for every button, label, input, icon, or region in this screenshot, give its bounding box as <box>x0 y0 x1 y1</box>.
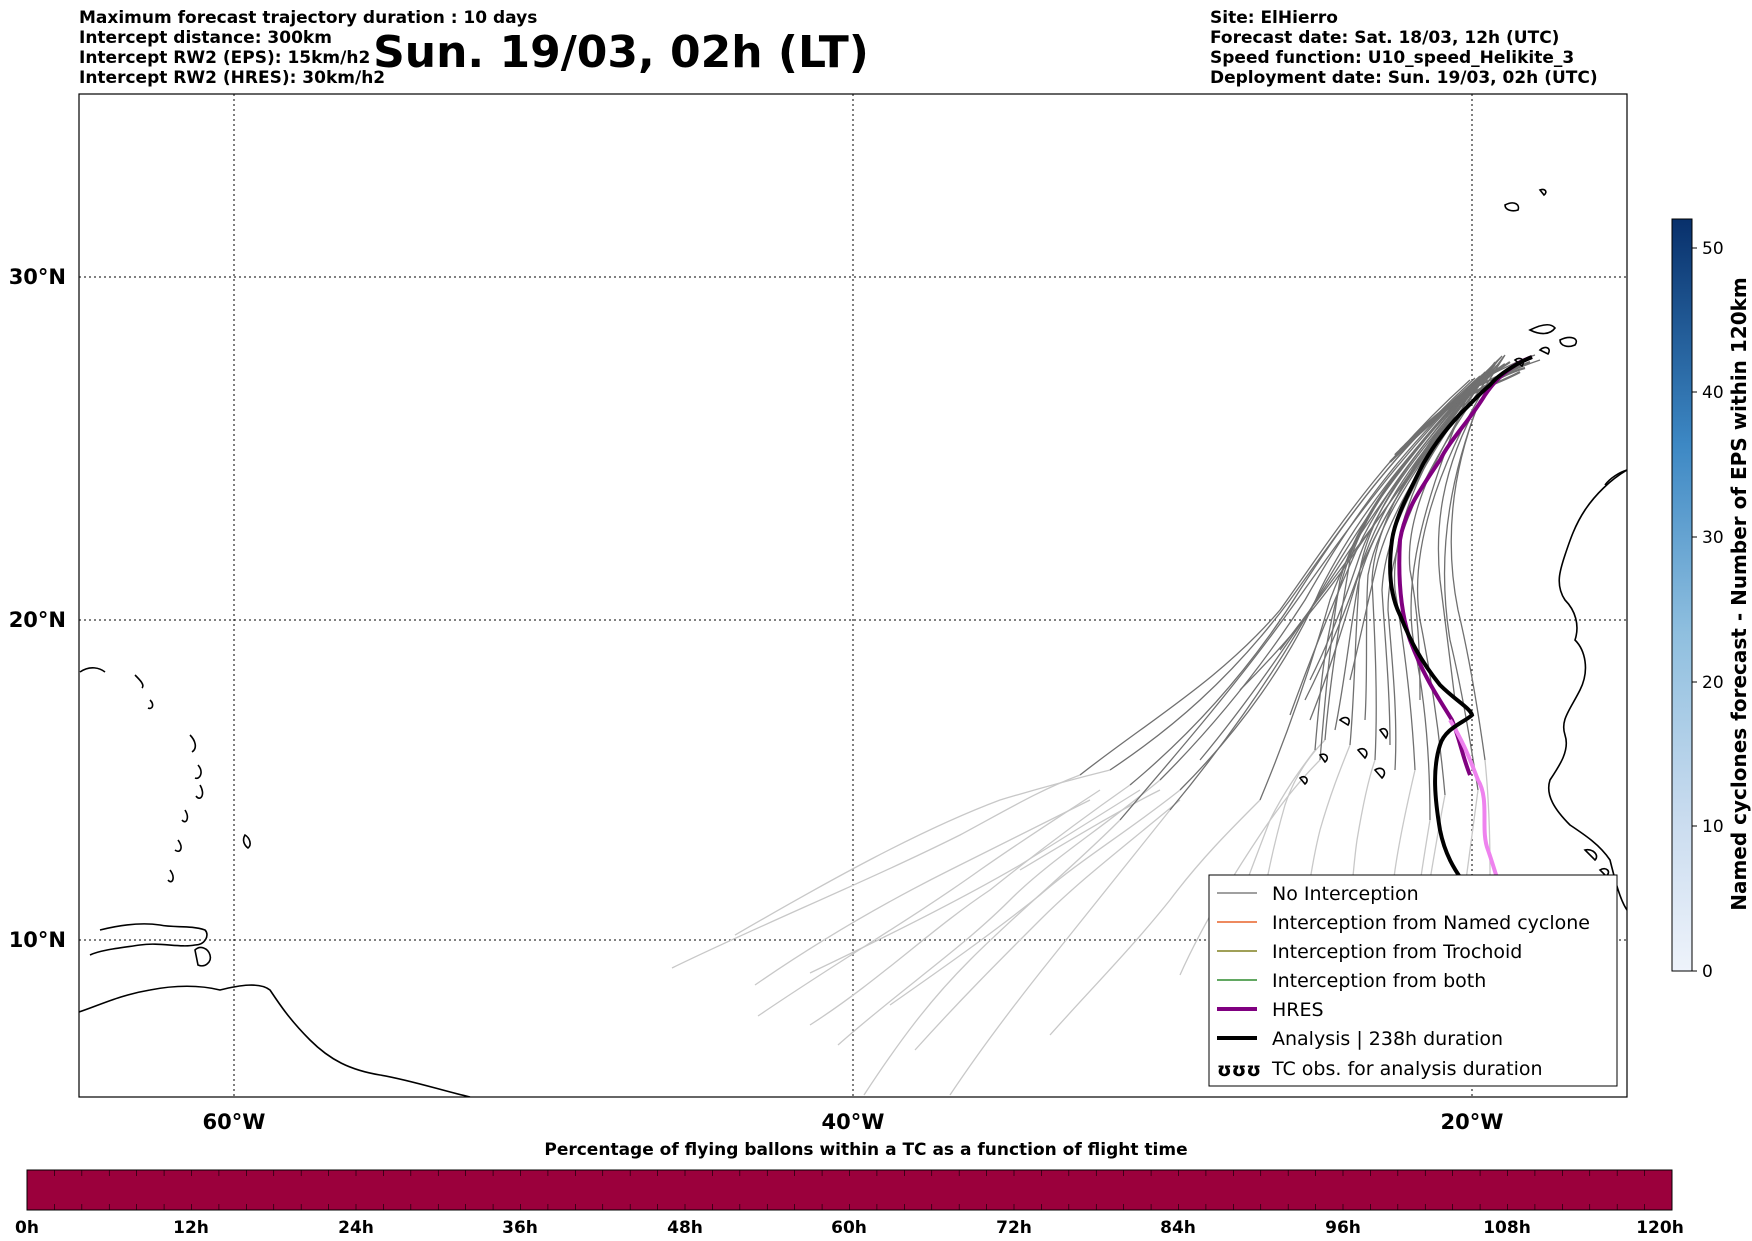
colorbar-bottom-tick: 72h <box>996 1218 1032 1238</box>
colorbar-bottom-tick: 48h <box>667 1218 703 1238</box>
coastline-puerto-rico <box>79 667 106 673</box>
map-frame <box>78 93 1628 1098</box>
legend-label: Interception from Named cyclone <box>1272 912 1590 934</box>
lon-labels: 60°W 40°W 20°W <box>203 1110 1504 1134</box>
legend-label: No Interception <box>1272 883 1419 905</box>
colorbar-bottom-tick: 36h <box>502 1218 538 1238</box>
coastline-west-africa <box>1548 469 1627 911</box>
colorbar-tick-label: 30 <box>1702 528 1724 548</box>
coastline-canary-islands <box>1513 323 1578 368</box>
header-right-line: Forecast date: Sat. 18/03, 12h (UTC) <box>1210 28 1560 48</box>
colorbar-bottom-tick: 96h <box>1325 1218 1361 1238</box>
coastline-trinidad <box>194 946 212 967</box>
colorbar-right: 0 10 20 30 40 50 Named cyclones forecast… <box>1671 218 1751 982</box>
header-right-line: Site: ElHierro <box>1210 8 1338 28</box>
legend-label: Analysis | 238h duration <box>1272 1028 1503 1050</box>
analysis-track <box>1388 355 1533 882</box>
colorbar-tick-label: 0 <box>1702 962 1713 982</box>
coastline-madeira <box>1504 188 1547 212</box>
header-right-line: Deployment date: Sun. 19/03, 02h (UTC) <box>1210 68 1598 88</box>
colorbar-right-label: Named cyclones forecast - Number of EPS … <box>1727 277 1751 911</box>
colorbar-bottom-title: Percentage of flying ballons within a TC… <box>544 1140 1187 1160</box>
colorbar-tick-label: 20 <box>1702 673 1724 693</box>
coastline-morocco <box>1604 469 1627 486</box>
header-left-line: Intercept distance: 300km <box>79 28 332 48</box>
colorbar-right-gradient <box>1671 218 1693 972</box>
coastline-venezuela-coast <box>89 923 208 956</box>
colorbar-tick-label: 50 <box>1702 239 1724 259</box>
header-right-line: Speed function: U10_speed_Helikite_3 <box>1210 48 1575 68</box>
colorbar-bottom-tick: 84h <box>1160 1218 1196 1238</box>
lon-label-40w: 40°W <box>822 1110 885 1134</box>
lon-label-20w: 20°W <box>1441 1110 1504 1134</box>
header-right-info: Site: ElHierro Forecast date: Sat. 18/03… <box>1210 8 1598 88</box>
colorbar-bottom-tick: 60h <box>831 1218 867 1238</box>
coastline-cape-verde <box>1298 716 1389 786</box>
legend: No Interception Interception from Named … <box>1208 874 1618 1087</box>
header-left-line: Intercept RW2 (EPS): 15km/h2 <box>79 48 371 68</box>
colorbar-bottom: Percentage of flying ballons within a TC… <box>15 1140 1684 1238</box>
lon-label-60w: 60°W <box>203 1110 266 1134</box>
colorbar-bottom-tick: 108h <box>1483 1218 1531 1238</box>
tc-symbol-icon: ʊʊʊ <box>1217 1059 1261 1081</box>
colorbar-tick-label: 10 <box>1702 817 1724 837</box>
header-left-info: Maximum forecast trajectory duration : 1… <box>79 8 537 88</box>
lat-label-30n: 30°N <box>9 265 66 289</box>
colorbar-bottom-tick: 0h <box>15 1218 39 1238</box>
legend-label: TC obs. for analysis duration <box>1271 1058 1543 1080</box>
colorbar-tick-label: 40 <box>1702 383 1724 403</box>
legend-label: Interception from Trochoid <box>1272 941 1522 963</box>
coastline-lesser-antilles <box>167 734 204 883</box>
legend-label: HRES <box>1272 999 1324 1021</box>
map-title: Sun. 19/03, 02h (LT) <box>373 27 869 78</box>
hres-track <box>1397 355 1533 776</box>
trajectory-swath <box>1389 360 1531 463</box>
legend-box <box>1208 874 1618 1087</box>
colorbar-bottom-tick: 12h <box>173 1218 209 1238</box>
colorbar-bottom-tick: 24h <box>338 1218 374 1238</box>
header-left-line: Maximum forecast trajectory duration : 1… <box>79 8 538 28</box>
header-left-line: Intercept RW2 (HRES): 30km/h2 <box>79 68 386 88</box>
coastline-south-america <box>79 984 471 1097</box>
lat-label-10n: 10°N <box>9 928 66 952</box>
lat-label-20n: 20°N <box>9 608 66 632</box>
legend-label: Interception from both <box>1272 970 1486 992</box>
colorbar-bottom-tick: 120h <box>1636 1218 1684 1238</box>
coastline-virgin-islands <box>134 674 154 710</box>
lat-labels: 30°N 20°N 10°N <box>9 265 66 952</box>
coastlines <box>79 188 1627 1097</box>
coastline-dominica <box>242 833 251 850</box>
